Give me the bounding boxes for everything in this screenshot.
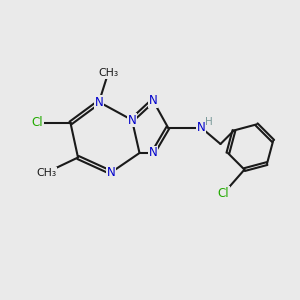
Text: N: N (106, 166, 116, 179)
Text: N: N (196, 121, 206, 134)
Text: N: N (128, 113, 136, 127)
Text: N: N (148, 94, 158, 107)
Text: N: N (148, 146, 158, 160)
Text: Cl: Cl (32, 116, 43, 130)
Text: Cl: Cl (218, 187, 229, 200)
Text: CH₃: CH₃ (36, 167, 57, 178)
Text: CH₃: CH₃ (98, 68, 118, 79)
Text: N: N (94, 95, 103, 109)
Text: H: H (205, 117, 212, 127)
